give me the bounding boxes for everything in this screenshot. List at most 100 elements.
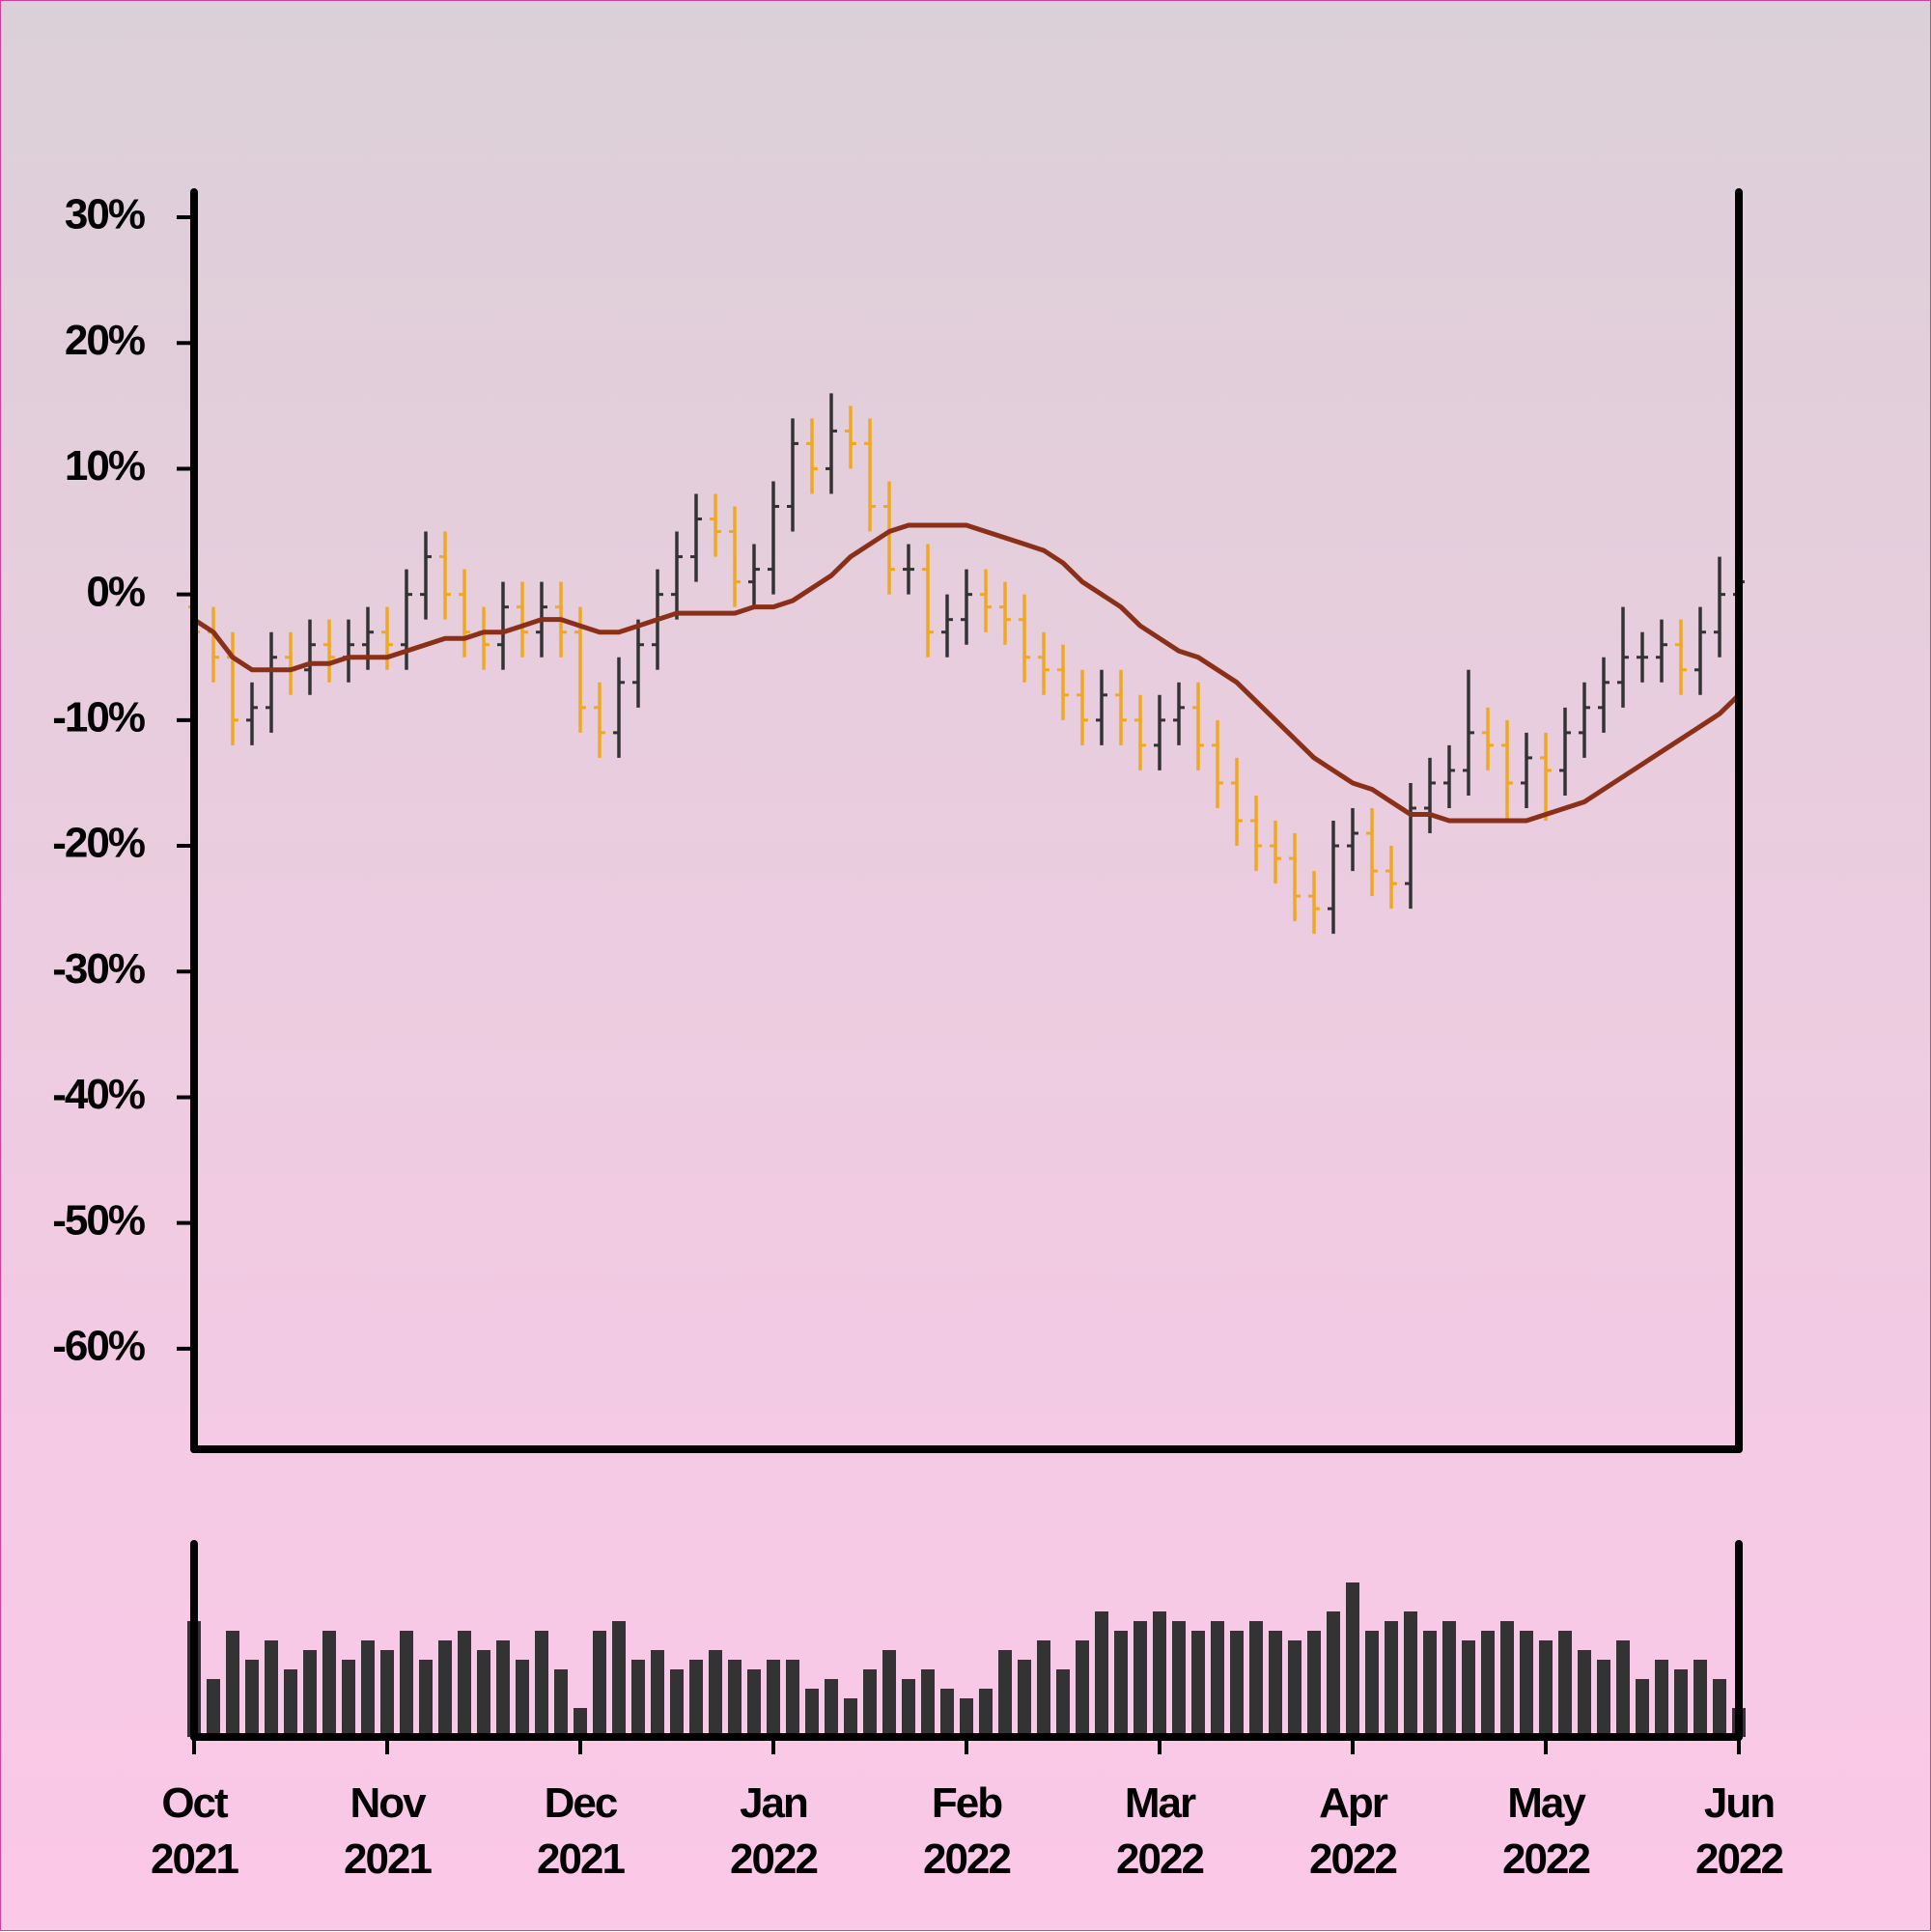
volume-bar	[593, 1631, 606, 1737]
volume-bar	[844, 1698, 857, 1737]
x-tick-label: Nov 2021	[344, 1779, 433, 1883]
volume-bar	[1095, 1611, 1108, 1737]
volume-bar	[322, 1631, 336, 1737]
volume-bar	[1539, 1640, 1553, 1737]
volume-bar	[1655, 1660, 1668, 1737]
y-tick-label: 0%	[86, 568, 144, 615]
y-tick-label: 10%	[65, 442, 145, 490]
volume-bar	[631, 1660, 645, 1737]
x-tick-label: Mar 2022	[1116, 1779, 1205, 1883]
volume-bar	[960, 1698, 973, 1737]
volume-bar	[1114, 1631, 1128, 1737]
volume-bar	[825, 1679, 838, 1737]
volume-bar	[1442, 1621, 1456, 1737]
volume-bar	[1230, 1631, 1244, 1737]
volume-bar	[1307, 1631, 1321, 1737]
volume-bar	[284, 1669, 297, 1737]
volume-bar	[998, 1650, 1012, 1737]
y-tick-label: -40%	[52, 1071, 145, 1118]
volume-bar	[1288, 1640, 1301, 1737]
y-tick-label: -30%	[52, 945, 145, 993]
volume-bar	[1385, 1621, 1398, 1737]
volume-bar	[882, 1650, 896, 1737]
volume-bar	[786, 1660, 799, 1737]
y-tick-label: -60%	[52, 1322, 145, 1369]
volume-bar	[1404, 1611, 1417, 1737]
volume-bar	[1462, 1640, 1475, 1737]
x-tick-label: Jun 2022	[1695, 1779, 1784, 1883]
x-tick-label: May 2022	[1502, 1779, 1591, 1883]
volume-bar	[1269, 1631, 1282, 1737]
volume-bar	[747, 1669, 761, 1737]
volume-bar	[863, 1669, 877, 1737]
volume-bar	[612, 1621, 626, 1737]
volume-bar	[1076, 1640, 1089, 1737]
volume-bar	[728, 1660, 742, 1737]
volume-bar	[1713, 1679, 1726, 1737]
y-tick-label: -10%	[52, 693, 145, 741]
x-tick-label: Dec 2021	[537, 1779, 626, 1883]
volume-bar	[400, 1631, 413, 1737]
volume-bar	[1578, 1650, 1591, 1737]
volume-bar	[670, 1669, 684, 1737]
volume-bar	[1597, 1660, 1610, 1737]
volume-bar	[245, 1660, 259, 1737]
volume-bar	[1616, 1640, 1630, 1737]
volume-bar	[1191, 1631, 1205, 1737]
y-tick-label: -50%	[52, 1196, 145, 1244]
volume-bar	[554, 1669, 568, 1737]
volume-bar	[342, 1660, 355, 1737]
volume-bar	[1153, 1611, 1166, 1737]
volume-bar	[1018, 1660, 1031, 1737]
x-tick-label: Apr 2022	[1309, 1779, 1398, 1883]
x-tick-label: Feb 2022	[923, 1779, 1012, 1883]
volume-bar	[1365, 1631, 1379, 1737]
volume-bar	[651, 1650, 664, 1737]
volume-bar	[1423, 1631, 1437, 1737]
volume-bar	[902, 1679, 915, 1737]
volume-bar	[979, 1689, 993, 1737]
volume-bar	[226, 1631, 239, 1737]
x-tick-label: Jan 2022	[730, 1779, 819, 1883]
volume-bar	[458, 1631, 471, 1737]
volume-bar	[1211, 1621, 1224, 1737]
volume-bar	[1249, 1621, 1263, 1737]
volume-bar	[921, 1669, 935, 1737]
volume-bar	[380, 1650, 394, 1737]
volume-bar	[516, 1660, 529, 1737]
volume-bar	[1056, 1669, 1070, 1737]
volume-bar	[535, 1631, 548, 1737]
volume-bar	[1327, 1611, 1340, 1737]
volume-bar	[709, 1650, 722, 1737]
volume-bar	[1520, 1631, 1533, 1737]
volume-bar	[1500, 1621, 1514, 1737]
volume-bar	[1674, 1669, 1688, 1737]
volume-bar	[767, 1660, 780, 1737]
volume-bar	[1693, 1660, 1707, 1737]
volume-bar	[207, 1679, 220, 1737]
volume-bar	[1636, 1679, 1649, 1737]
y-tick-label: 30%	[65, 191, 145, 238]
volume-bar	[574, 1708, 587, 1737]
volume-bar	[496, 1640, 510, 1737]
volume-bar	[438, 1640, 452, 1737]
y-tick-label: -20%	[52, 820, 145, 867]
volume-bar	[940, 1689, 954, 1737]
y-tick-label: 20%	[65, 317, 145, 364]
volume-bar	[1481, 1631, 1495, 1737]
volume-bar	[477, 1650, 490, 1737]
volume-bar	[361, 1640, 375, 1737]
x-tick-label: Oct 2021	[151, 1779, 239, 1883]
volume-bar	[265, 1640, 278, 1737]
volume-bar	[419, 1660, 433, 1737]
volume-bar	[805, 1689, 819, 1737]
moving-average	[192, 522, 1741, 824]
volume-bar	[303, 1650, 317, 1737]
volume-bar	[1172, 1621, 1186, 1737]
volume-bar	[1346, 1582, 1359, 1737]
volume-bar	[1133, 1621, 1147, 1737]
volume-bar	[1558, 1631, 1572, 1737]
volume-bar	[1037, 1640, 1050, 1737]
